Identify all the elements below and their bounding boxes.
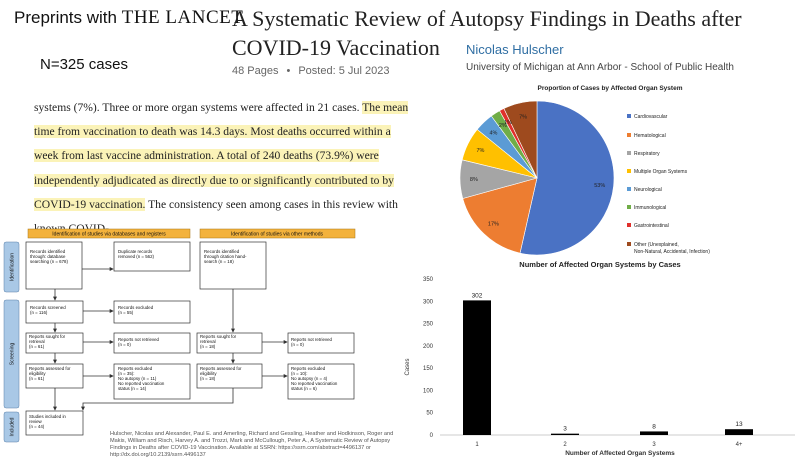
pie-legend-label-2: Respiratory [634, 151, 660, 157]
brand-name: THE LANCET [121, 7, 244, 28]
pie-legend-swatch-3 [627, 169, 631, 173]
box-not-retrieved-left: Reports not retrieved (n = 0) [118, 337, 160, 347]
author-link[interactable]: Nicolas Hulscher [466, 42, 564, 57]
pie-legend-swatch-1 [627, 133, 631, 137]
bar-2 [640, 431, 668, 435]
bar-chart: Number of Affected Organ Systems by Case… [405, 260, 795, 457]
pie-legend-label-4: Neurological [634, 187, 662, 193]
bar-value-label-2: 8 [652, 423, 656, 430]
stage-included: Included [10, 417, 16, 436]
box-assessed-right: Reports assessed for eligibility (n = 18… [200, 366, 243, 381]
pie-slice-0 [519, 100, 615, 256]
bar-category-label-0: 1 [475, 442, 479, 448]
box-records-screened: Records screened (n = 116) [30, 305, 67, 315]
box-excluded-left: Reports excluded (n = 35): No autopsy (n… [118, 366, 166, 391]
bar-0 [463, 300, 491, 435]
bar-y-tick-5: 250 [423, 322, 434, 328]
bar-category-label-1: 2 [563, 442, 567, 448]
bar-chart-title: Number of Affected Organ Systems by Case… [519, 260, 680, 269]
pie-legend-label-0: Cardiovascular [634, 114, 668, 120]
bar-y-ticks: 0 50 100 150 200 250 300 350 [423, 277, 434, 439]
posted-date: Posted: 5 Jul 2023 [298, 65, 390, 77]
excerpt-highlight: The mean time from vaccination to death … [34, 101, 409, 211]
pie-slice-label-7: 7% [519, 114, 527, 120]
pie-slice-label-4: 4% [489, 130, 497, 136]
pie-legend-swatch-7 [627, 242, 631, 246]
pie-slice-7 [503, 100, 538, 179]
pie-slice-label-1: 17% [488, 222, 499, 228]
author-affiliation: University of Michigan at Ann Arbor - Sc… [466, 62, 734, 73]
box-duplicates-removed: Duplicate records removed (n = 562) [118, 249, 155, 259]
pie-legend-swatch-4 [627, 187, 631, 191]
pie-chart-title: Proportion of Cases by Affected Organ Sy… [538, 85, 683, 92]
pie-slice-1 [462, 177, 538, 254]
pie-slices [459, 100, 615, 256]
box-not-retrieved-right: Reports not retrieved (n = 0) [291, 337, 333, 347]
pie-slice-label-2: 8% [470, 177, 478, 183]
pie-legend-label-3: Multiple Organ Systems [634, 169, 688, 175]
citation-text: Hulscher, Nicolas and Alexander, Paul E.… [110, 431, 394, 458]
bar-y-tick-6: 300 [423, 299, 434, 305]
pie-legend-label-6: Gastrointestinal [634, 223, 669, 229]
page-count: 48 Pages [232, 65, 279, 77]
prisma-header-right: Identification of studies via other meth… [231, 232, 323, 238]
pie-legend-label-7: Other (Unexplained, Non-Natural, Accident… [634, 242, 710, 255]
pie-legend-label-5: Immunological [634, 205, 666, 211]
bar-category-label-2: 3 [652, 442, 656, 448]
stage-identification: Identification [10, 253, 16, 281]
bar-y-tick-1: 50 [426, 411, 433, 417]
bar-y-tick-3: 150 [423, 366, 434, 372]
brand-logo: Preprints with THE LANCET [14, 7, 243, 29]
bar-category-label-3: 4+ [736, 442, 743, 448]
box-records-identified: Records identified through: database sea… [30, 249, 68, 264]
pie-labels: 53% 17% 8% 7% 4%2%1% 7% [470, 114, 605, 227]
stage-screening: Screening [10, 343, 16, 366]
pie-legend-label-1: Hematological [634, 133, 666, 139]
case-count-label: N=325 cases [40, 56, 128, 73]
brand-prefix: Preprints with [14, 8, 117, 27]
bar-y-tick-0: 0 [430, 433, 434, 439]
bar-y-tick-2: 100 [423, 388, 434, 394]
pie-slice-label-5: 2% [499, 123, 507, 129]
prisma-flow-diagram: Identification of studies via databases … [3, 228, 356, 443]
pie-legend-swatch-0 [627, 114, 631, 118]
pie-slice-label-6: 1% [504, 120, 512, 126]
box-records-excluded: Records excluded (n = 55) [118, 305, 154, 315]
bar-1 [551, 433, 579, 435]
bar-value-label-3: 13 [735, 421, 743, 428]
box-included: Studies included in review (n = 44) [29, 414, 67, 429]
bar-y-tick-4: 200 [423, 344, 434, 350]
pie-slice-label-3: 7% [476, 148, 484, 154]
page-title: A Systematic Review of Autopsy Findings … [232, 6, 742, 60]
pie-legend-swatch-6 [627, 223, 631, 227]
box-sought-left: Reports sought for retrieval (n = 61) [29, 334, 66, 349]
pie-chart: Proportion of Cases by Affected Organ Sy… [459, 85, 710, 256]
bar-chart-ylabel: Cases [405, 358, 411, 375]
bar-value-label-0: 302 [472, 292, 483, 299]
prisma-header-left: Identification of studies via databases … [52, 232, 166, 238]
pie-slice-label-0: 53% [594, 183, 605, 189]
paper-meta: 48 Pages • Posted: 5 Jul 2023 [232, 65, 390, 77]
pie-legend: Cardiovascular Hematological Respiratory Mu… [627, 114, 710, 255]
bar-chart-xlabel: Number of Affected Organ Systems [565, 450, 675, 457]
bar-3 [725, 429, 753, 435]
pie-legend-swatch-5 [627, 205, 631, 209]
bar-y-tick-7: 350 [423, 277, 434, 283]
box-records-other: Records identified through citation hand… [204, 249, 248, 264]
box-assessed-left: Reports assessed for eligibility (n = 61… [29, 366, 72, 381]
paper-excerpt: systems (7%). Three or more organ system… [34, 96, 418, 241]
excerpt-text-1: systems (7%). Three or more organ system… [34, 101, 363, 114]
bar-value-label-1: 3 [563, 426, 567, 433]
pie-legend-swatch-2 [627, 151, 631, 155]
box-excluded-right: Reports excluded (n = 10): No autopsy (n… [291, 366, 339, 391]
box-sought-right: Reports sought for retrieval (n = 18) [200, 334, 237, 349]
